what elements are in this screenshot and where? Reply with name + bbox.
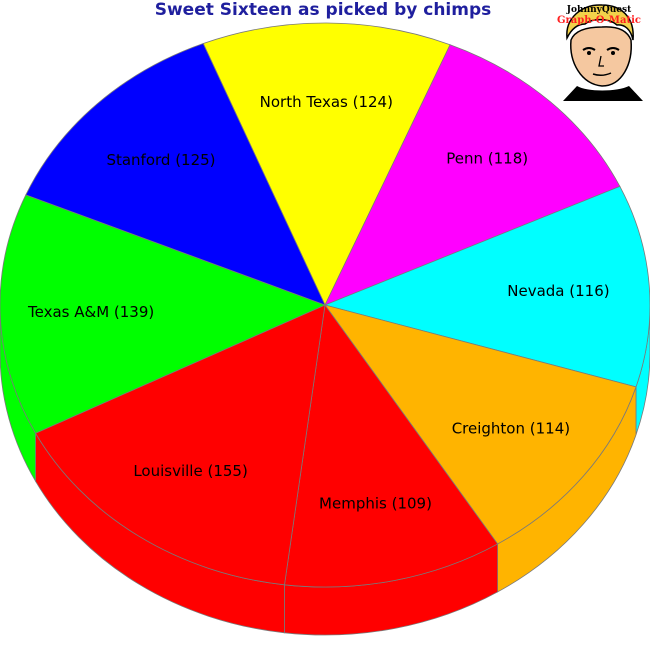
slice-texas-a-m xyxy=(0,194,327,434)
slice-nevada xyxy=(323,185,650,388)
slice-label: North Texas (124) xyxy=(260,93,393,111)
pie-sides xyxy=(0,304,650,636)
slice-penn xyxy=(324,44,621,306)
pie-labels: North Texas (124) Penn (118) Nevada (116) C… xyxy=(27,93,610,512)
pie-tops xyxy=(0,22,650,588)
slice-label: Stanford (125) xyxy=(106,151,215,169)
johnny-quest-logo: JohnnyQuest Graph-O-Matic xyxy=(557,4,643,101)
slice-memphis xyxy=(284,303,499,588)
slice-creighton xyxy=(324,304,637,545)
slice-north-texas xyxy=(202,22,451,306)
slice-label: Louisville (155) xyxy=(133,462,247,480)
slice-label: Penn (118) xyxy=(446,150,528,168)
logo-line2: Graph-O-Matic xyxy=(557,15,641,26)
chart-title: Sweet Sixteen as picked by chimps xyxy=(154,0,492,20)
slice-label: Creighton (114) xyxy=(452,419,570,437)
slice-stanford xyxy=(25,43,326,306)
slice-louisville xyxy=(34,304,326,586)
logo-line1: JohnnyQuest xyxy=(566,5,632,15)
slice-label: Nevada (116) xyxy=(507,282,609,300)
slice-label: Memphis (109) xyxy=(319,494,432,512)
slice-label: Texas A&M (139) xyxy=(27,303,154,321)
